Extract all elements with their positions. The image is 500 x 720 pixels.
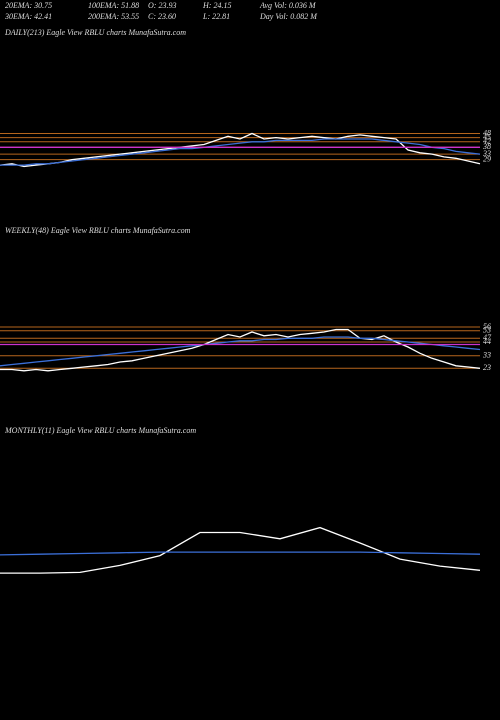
- panel-title: MONTHLY(11) Eagle View RBLU charts Munaf…: [4, 426, 196, 435]
- header-stat: O: 23.93: [148, 1, 176, 10]
- level-label: 47: [483, 333, 492, 342]
- header-stat: 100EMA: 51.88: [88, 1, 139, 10]
- level-label: 29: [483, 154, 491, 163]
- level-label: 33: [482, 351, 491, 360]
- series-line: [0, 551, 481, 556]
- header-stat: 200EMA: 53.55: [88, 12, 139, 21]
- panel-title: DAILY(213) Eagle View RBLU charts Munafa…: [4, 28, 186, 37]
- header-stat: 20EMA: 30.75: [5, 1, 52, 10]
- series-line: [0, 328, 481, 372]
- level-label: 44: [483, 337, 491, 346]
- header-stat: Avg Vol: 0.036 M: [259, 1, 317, 10]
- level-label: 42: [483, 137, 491, 146]
- level-label: 23: [483, 363, 491, 372]
- level-label: 53: [483, 326, 491, 335]
- level-label: 45: [483, 132, 491, 141]
- series-line: [0, 336, 481, 367]
- series-line: [0, 526, 481, 574]
- header-stat: 30EMA: 42.41: [4, 12, 52, 21]
- level-label: 56: [483, 322, 491, 331]
- header-stat: H: 24.15: [202, 1, 231, 10]
- panel-title: WEEKLY(48) Eagle View RBLU charts Munafa…: [5, 226, 191, 235]
- level-label: 33: [482, 149, 491, 158]
- header-stat: L: 22.81: [202, 12, 230, 21]
- header-stat: Day Vol: 0.082 M: [259, 12, 318, 21]
- level-label: 38: [482, 142, 491, 151]
- level-label: 48: [483, 128, 491, 137]
- series-line: [0, 138, 481, 166]
- header-stat: C: 23.60: [148, 12, 176, 21]
